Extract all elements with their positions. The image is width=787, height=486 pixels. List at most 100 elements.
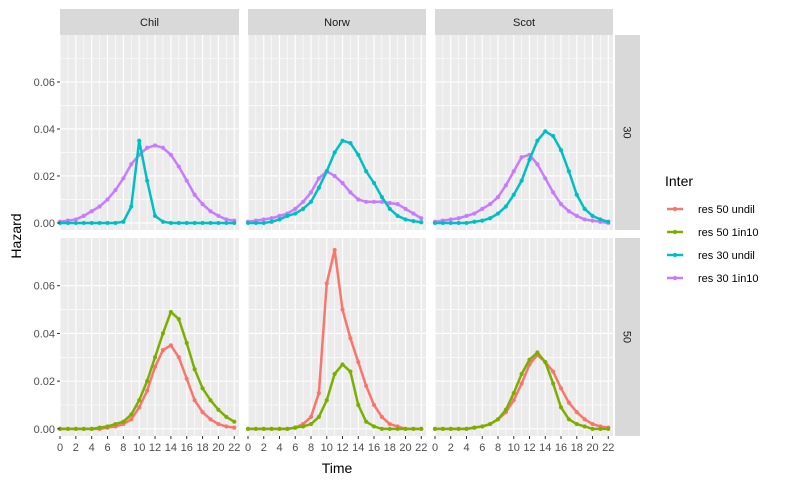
data-point (121, 176, 126, 181)
data-point (598, 217, 603, 222)
data-point (551, 369, 556, 374)
x-tick-label: 10 (321, 442, 333, 454)
data-point (137, 405, 142, 410)
data-point (152, 143, 158, 148)
data-point (348, 336, 353, 341)
data-point (293, 206, 298, 211)
data-point (511, 192, 516, 197)
data-point (464, 220, 469, 226)
data-point (598, 426, 603, 431)
data-point (395, 202, 400, 207)
data-point (73, 220, 78, 226)
data-point (582, 217, 587, 222)
strip-row-50: 50 (615, 238, 640, 436)
x-tick-label: 12 (336, 442, 348, 454)
data-point (308, 414, 314, 420)
data-point (81, 220, 86, 226)
data-point (480, 424, 485, 429)
x-axis-title: Time (322, 460, 353, 476)
data-point (348, 369, 353, 374)
data-point (208, 398, 213, 403)
data-point (403, 217, 408, 222)
data-point (137, 138, 142, 143)
x-tick-label: 18 (384, 442, 396, 454)
data-point (472, 425, 477, 430)
data-point (285, 213, 290, 219)
strip-norw: Norw (248, 9, 426, 35)
legend-item-res-30-undil: res 30 undil (667, 250, 755, 262)
data-point (285, 426, 290, 431)
data-point (113, 220, 118, 226)
data-point (356, 359, 361, 365)
data-point (65, 220, 71, 226)
x-tick-label: 12 (523, 442, 535, 454)
data-point (582, 424, 587, 429)
data-point (308, 421, 314, 427)
strip-chil: Chil (60, 9, 239, 35)
axes-layer: 0.000.020.040.060.000.020.040.060 2 4 6 8 10 1… (34, 77, 615, 454)
data-point (324, 169, 329, 174)
data-point (566, 169, 571, 174)
data-point (419, 216, 424, 221)
legend-item-res-50-1in10: res 50 1in10 (667, 227, 759, 239)
data-point (411, 426, 416, 431)
data-point (224, 424, 229, 429)
data-point (364, 199, 369, 204)
x-tick-label: 16 (181, 442, 193, 454)
data-point (152, 355, 158, 360)
data-point (558, 386, 564, 391)
data-point (224, 414, 229, 420)
data-point (277, 217, 282, 222)
series-res-30-undil (245, 138, 424, 226)
y-tick-label: 0.06 (34, 77, 55, 89)
y-axis-title: Hazard (8, 213, 24, 258)
strip-background (248, 9, 426, 35)
data-point (216, 407, 221, 412)
data-point (527, 157, 532, 162)
data-point (192, 220, 197, 226)
x-tick-label: 14 (165, 442, 177, 454)
data-point (395, 213, 400, 219)
series-res-50-1in10 (432, 350, 611, 431)
data-point (160, 219, 166, 224)
data-point (316, 414, 321, 420)
data-point (105, 424, 110, 429)
data-point (340, 307, 345, 312)
data-point (208, 209, 213, 214)
strip-background (615, 238, 640, 436)
data-point (340, 138, 345, 143)
data-point (566, 417, 571, 422)
data-point (152, 213, 158, 219)
x-tick-label: 0 (57, 442, 63, 454)
x-tick-label: 2 (261, 442, 267, 454)
data-point (200, 220, 205, 226)
data-point (184, 220, 189, 226)
x-tick-label: 22 (602, 442, 614, 454)
series-res-30-undil (432, 129, 611, 226)
data-point (145, 379, 150, 384)
data-point (543, 176, 548, 181)
data-point (316, 185, 321, 190)
data-point (495, 417, 501, 422)
data-point (511, 398, 516, 403)
data-point (192, 192, 197, 197)
data-point (543, 359, 548, 365)
data-point (89, 426, 94, 431)
legend-key-point (672, 206, 678, 212)
data-point (160, 348, 166, 353)
data-point (403, 426, 408, 431)
data-point (456, 216, 461, 221)
data-point (160, 331, 166, 336)
data-point (356, 152, 361, 157)
data-point (566, 209, 571, 214)
data-point (440, 220, 445, 226)
data-point (590, 426, 595, 431)
data-point (105, 220, 110, 226)
data-point (168, 309, 173, 315)
data-point (160, 145, 166, 150)
y-tick-label: 0.06 (34, 281, 55, 293)
data-point (519, 371, 524, 377)
x-tick-label: 20 (212, 442, 224, 454)
series-res-30-undil (57, 138, 237, 226)
data-point (253, 220, 258, 226)
